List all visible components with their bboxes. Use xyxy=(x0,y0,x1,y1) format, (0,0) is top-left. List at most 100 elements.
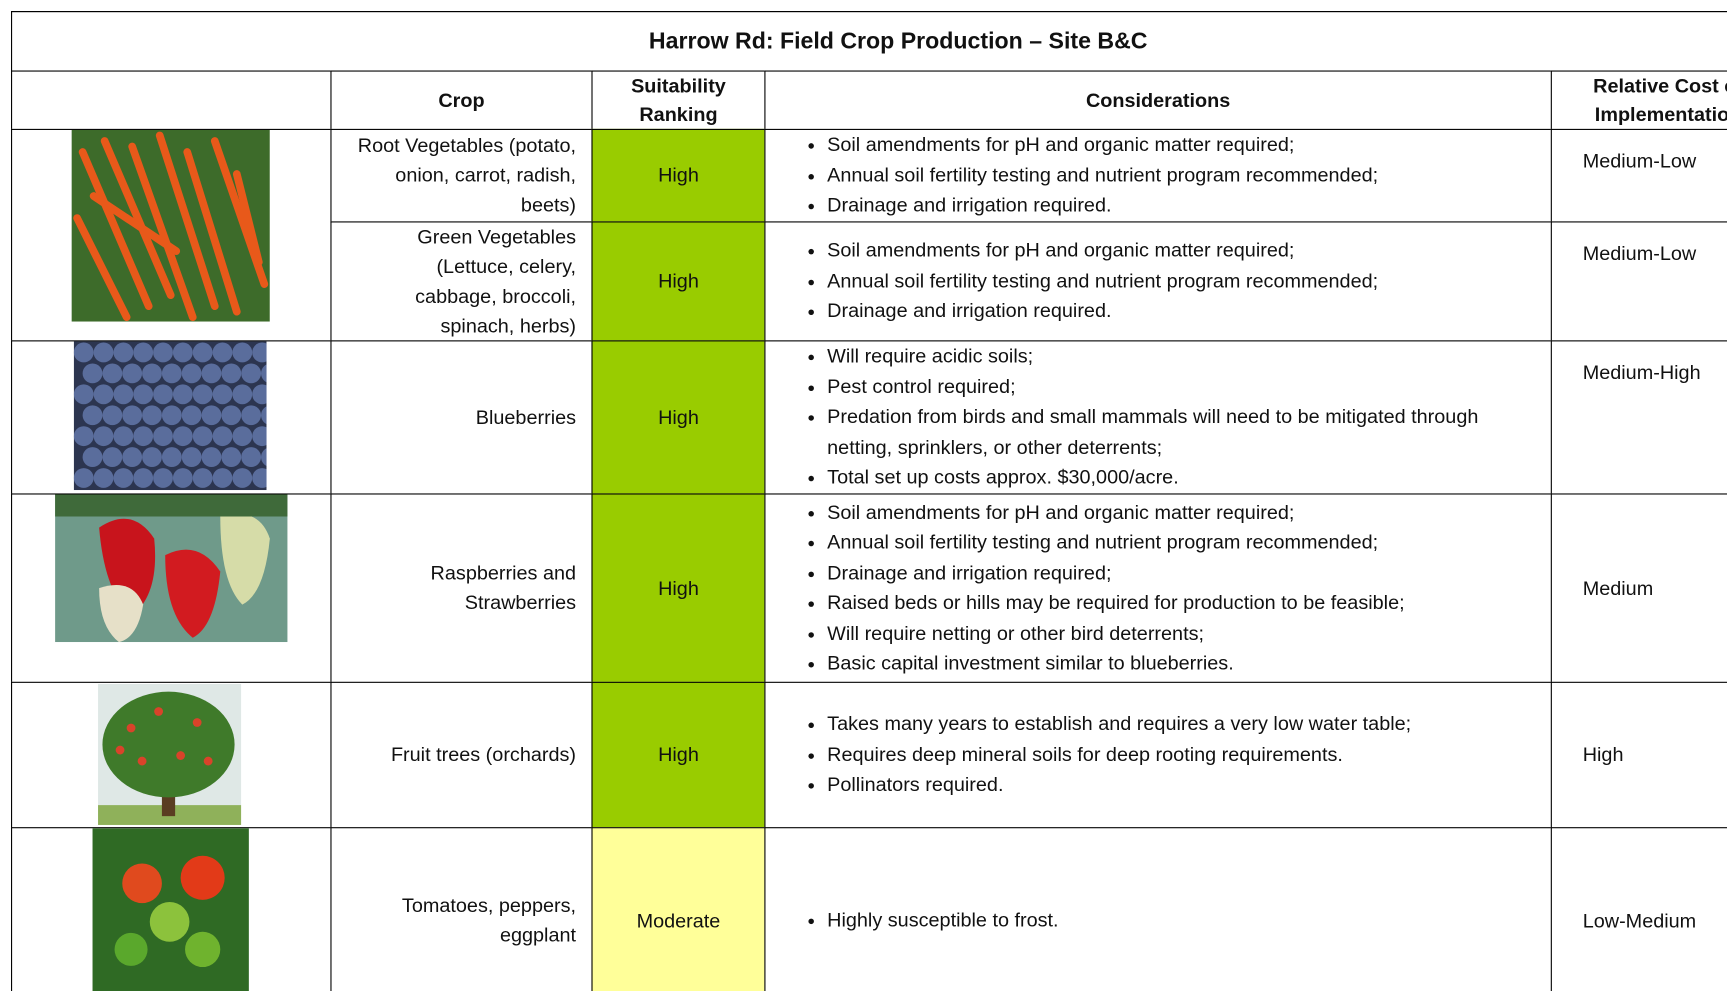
considerations: Will require acidic soils;Pest control r… xyxy=(764,340,1550,493)
berry xyxy=(153,384,173,404)
berry xyxy=(213,468,233,488)
berry xyxy=(232,468,252,488)
consideration: Annual soil fertility testing and nutrie… xyxy=(827,266,1378,296)
berry xyxy=(122,447,142,467)
consideration: Annual soil fertility testing and nutrie… xyxy=(827,528,1404,558)
berry xyxy=(83,447,103,467)
berry xyxy=(74,426,94,446)
bullet-list: Highly susceptible to frost. xyxy=(765,906,1091,936)
bullet-list: Takes many years to establish and requir… xyxy=(765,710,1444,801)
bullet-list: Soil amendments for pH and organic matte… xyxy=(765,130,1411,221)
cost: Medium-Low xyxy=(1551,221,1727,340)
berry xyxy=(133,426,153,446)
berry xyxy=(102,363,122,383)
consideration: Soil amendments for pH and organic matte… xyxy=(827,130,1378,160)
consideration: Drainage and irrigation required. xyxy=(827,297,1378,327)
consideration: Will require netting or other bird deter… xyxy=(827,618,1404,648)
berry xyxy=(232,384,252,404)
suitability: High xyxy=(591,340,764,493)
header-cell: Relative Cost of Implementation xyxy=(1551,70,1727,128)
berry xyxy=(213,426,233,446)
cost: Medium-Low xyxy=(1551,129,1727,222)
consideration: Soil amendments for pH and organic matte… xyxy=(827,236,1378,266)
berry xyxy=(182,363,202,383)
berry xyxy=(83,405,103,425)
berry xyxy=(162,447,182,467)
berry xyxy=(74,468,94,488)
berry xyxy=(182,405,202,425)
berry xyxy=(153,343,173,363)
suitability: High xyxy=(591,221,764,340)
considerations: Soil amendments for pH and organic matte… xyxy=(764,129,1550,222)
consideration: Soil amendments for pH and organic matte… xyxy=(827,497,1404,527)
berry xyxy=(193,426,213,446)
header-cell: Considerations xyxy=(764,70,1550,128)
berry xyxy=(221,363,241,383)
berry xyxy=(153,426,173,446)
berry xyxy=(182,447,202,467)
bullet-list: Soil amendments for pH and organic matte… xyxy=(765,236,1411,327)
fruit-tree-image xyxy=(98,684,241,825)
crop-name: Root Vegetables (potato, onion, carrot, … xyxy=(330,129,591,222)
berry xyxy=(193,384,213,404)
berry xyxy=(113,468,133,488)
crop-name: Blueberries xyxy=(330,340,591,493)
berry xyxy=(142,447,162,467)
suitability: High xyxy=(591,682,764,827)
table-border xyxy=(11,11,1727,13)
berry xyxy=(162,405,182,425)
carrots-image xyxy=(72,130,270,322)
berry xyxy=(153,468,173,488)
header-cell xyxy=(11,70,330,128)
berry xyxy=(213,384,233,404)
considerations: Highly susceptible to frost. xyxy=(764,827,1550,991)
berry xyxy=(173,384,193,404)
consideration: Highly susceptible to frost. xyxy=(827,906,1058,936)
blueberries-image xyxy=(74,341,267,490)
berry xyxy=(241,363,261,383)
berry xyxy=(133,468,153,488)
berry xyxy=(94,468,114,488)
consideration: Total set up costs approx. $30,000/acre. xyxy=(827,463,1518,493)
berry xyxy=(102,447,122,467)
berry xyxy=(133,384,153,404)
consideration: Annual soil fertility testing and nutrie… xyxy=(827,161,1378,191)
cost: High xyxy=(1551,682,1727,827)
berry xyxy=(173,468,193,488)
berry xyxy=(241,447,261,467)
header-cell: Crop xyxy=(330,70,591,128)
berry xyxy=(83,363,103,383)
bullet-list: Soil amendments for pH and organic matte… xyxy=(765,497,1437,679)
bullet-list: Will require acidic soils;Pest control r… xyxy=(765,342,1550,493)
berry xyxy=(241,405,261,425)
cost: Low-Medium xyxy=(1551,827,1727,991)
berry xyxy=(173,343,193,363)
berry xyxy=(102,405,122,425)
berry xyxy=(202,447,222,467)
berry xyxy=(202,363,222,383)
berry xyxy=(162,363,182,383)
tomatoes-image xyxy=(93,828,249,991)
crop-name: Raspberries and Strawberries xyxy=(330,493,591,681)
consideration: Pollinators required. xyxy=(827,770,1411,800)
cost: Medium-High xyxy=(1551,340,1727,493)
berry xyxy=(232,343,252,363)
berry xyxy=(142,405,162,425)
considerations: Soil amendments for pH and organic matte… xyxy=(764,221,1550,340)
crop-name: Green Vegetables (Lettuce, celery, cabba… xyxy=(330,221,591,340)
berry xyxy=(122,405,142,425)
header-cell: Suitability Ranking xyxy=(591,70,764,128)
cost: Medium xyxy=(1551,493,1727,681)
suitability: High xyxy=(591,129,764,222)
berry xyxy=(122,363,142,383)
berry xyxy=(221,405,241,425)
page: Harrow Rd: Field Crop Production – Site … xyxy=(0,0,1727,991)
consideration: Drainage and irrigation required; xyxy=(827,558,1404,588)
berry xyxy=(221,447,241,467)
berry xyxy=(74,384,94,404)
considerations: Soil amendments for pH and organic matte… xyxy=(764,493,1550,681)
crop-name: Tomatoes, peppers, eggplant xyxy=(330,827,591,991)
berry xyxy=(193,468,213,488)
berry xyxy=(113,343,133,363)
strawberries-image xyxy=(55,495,287,643)
